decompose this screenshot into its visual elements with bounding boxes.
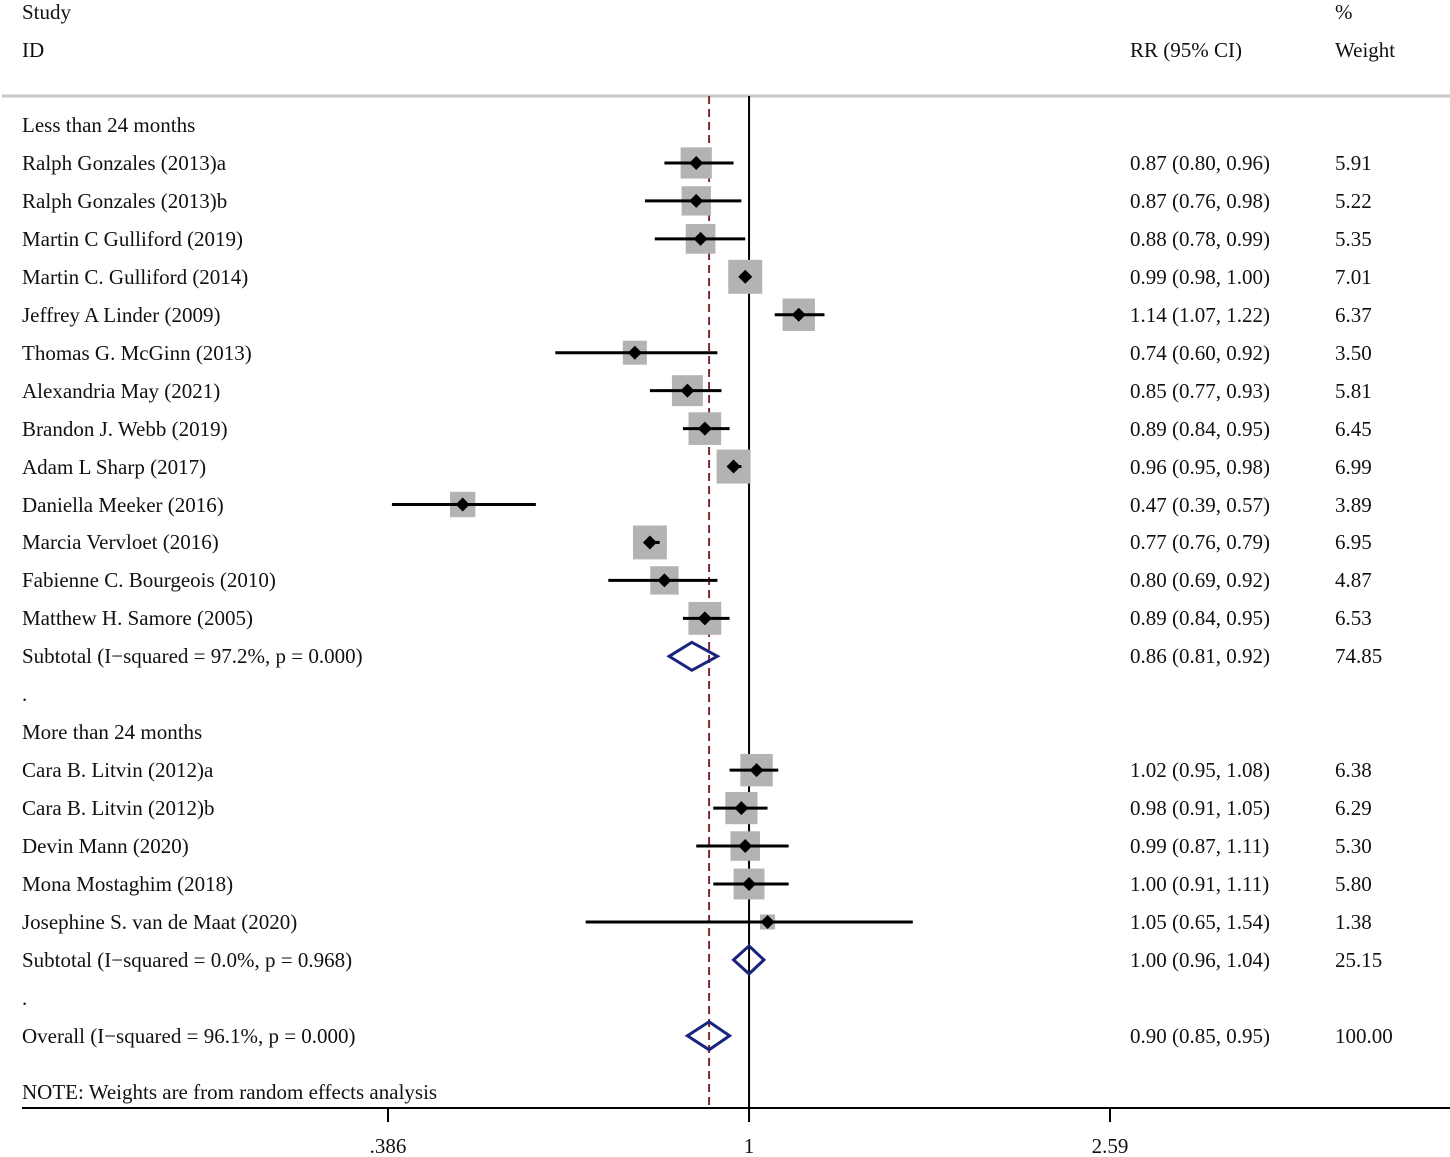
weight-value: 5.22	[1335, 188, 1372, 213]
weight-value: 3.89	[1335, 492, 1372, 517]
study-label: Daniella Meeker (2016)	[22, 492, 224, 517]
weight-value: 5.80	[1335, 872, 1372, 896]
rr-ci-value: 0.87 (0.76, 0.98)	[1130, 188, 1270, 213]
study-label: Martin C. Gulliford (2014)	[22, 264, 249, 289]
weight-value: 6.38	[1335, 758, 1372, 783]
rr-ci-value: 1.02 (0.95, 1.08)	[1130, 758, 1270, 783]
study-label: Devin Mann (2020)	[22, 834, 189, 859]
rr-ci-value: 1.00 (0.96, 1.04)	[1130, 947, 1270, 972]
rr-ci-value: 0.90 (0.85, 0.95)	[1130, 1023, 1270, 1048]
rr-ci-value: 1.14 (1.07, 1.22)	[1130, 302, 1270, 327]
point-estimate	[680, 383, 695, 398]
weight-value: 6.45	[1335, 416, 1372, 441]
subtotal-label: Subtotal (I−squared = 0.0%, p = 0.968)	[22, 947, 353, 972]
weight-value: 6.29	[1335, 796, 1372, 821]
x-tick-label-1: 1	[744, 1134, 755, 1157]
weight-value: 1.38	[1335, 909, 1372, 934]
point-estimate	[657, 573, 672, 588]
point-estimate	[738, 839, 753, 854]
point-estimate	[734, 801, 749, 816]
study-label: Mona Mostaghim (2018)	[22, 872, 234, 896]
point-estimate	[689, 155, 704, 170]
group-label: More than 24 months	[22, 720, 203, 745]
spacer-dot: .	[22, 985, 28, 1010]
weight-value: 25.15	[1335, 947, 1383, 972]
point-estimate	[689, 193, 704, 208]
weight-value: 5.30	[1335, 834, 1372, 859]
weight-value: 3.50	[1335, 340, 1372, 365]
point-estimate	[455, 497, 470, 512]
point-estimate	[760, 914, 775, 929]
rr-ci-value: 0.85 (0.77, 0.93)	[1130, 378, 1270, 403]
rr-ci-value: 0.88 (0.78, 0.99)	[1130, 226, 1270, 251]
weight-value: 74.85	[1335, 644, 1383, 669]
rr-ci-value: 0.89 (0.84, 0.95)	[1130, 606, 1270, 631]
rr-ci-value: 0.89 (0.84, 0.95)	[1130, 416, 1270, 441]
header-percent: %	[1335, 0, 1353, 24]
header-rr-ci: RR (95% CI)	[1130, 38, 1242, 62]
weight-value: 6.99	[1335, 454, 1372, 479]
study-label: Matthew H. Samore (2005)	[22, 606, 253, 631]
study-label: Marcia Vervloet (2016)	[22, 530, 219, 555]
rr-ci-value: 0.86 (0.81, 0.92)	[1130, 644, 1270, 669]
weight-value: 5.91	[1335, 150, 1372, 175]
note-text: NOTE: Weights are from random effects an…	[22, 1080, 438, 1104]
point-estimate	[642, 535, 657, 550]
rr-ci-value: 0.77 (0.76, 0.79)	[1130, 530, 1270, 555]
rr-ci-value: 0.99 (0.98, 1.00)	[1130, 264, 1270, 289]
weight-value: 5.35	[1335, 226, 1372, 251]
rr-ci-value: 0.87 (0.80, 0.96)	[1130, 150, 1270, 175]
point-estimate	[791, 307, 806, 322]
point-estimate	[749, 763, 764, 778]
rr-ci-value: 1.00 (0.91, 1.11)	[1130, 872, 1270, 896]
rr-ci-value: 0.74 (0.60, 0.92)	[1130, 340, 1270, 365]
point-estimate	[693, 231, 708, 246]
weight-value: 4.87	[1335, 568, 1372, 593]
rr-ci-value: 0.80 (0.69, 0.92)	[1130, 568, 1270, 593]
study-label: Alexandria May (2021)	[22, 378, 221, 403]
weight-value: 5.81	[1335, 378, 1372, 403]
rr-ci-value: 0.96 (0.95, 0.98)	[1130, 454, 1270, 479]
point-estimate	[726, 459, 741, 474]
point-estimate	[697, 611, 712, 626]
x-tick-label-0: .386	[370, 1134, 407, 1157]
weight-value: 6.53	[1335, 606, 1372, 631]
header-weight: Weight	[1335, 38, 1396, 62]
study-label: Josephine S. van de Maat (2020)	[22, 909, 298, 934]
study-label: Martin C Gulliford (2019)	[22, 226, 244, 251]
header-study: Study	[22, 0, 72, 24]
weight-value: 6.95	[1335, 530, 1372, 555]
study-label: Ralph Gonzales (2013)a	[22, 150, 227, 175]
x-tick-label-2: 2.59	[1092, 1134, 1129, 1157]
study-label: Jeffrey A Linder (2009)	[22, 302, 221, 327]
weight-value: 6.37	[1335, 302, 1372, 327]
header-id: ID	[22, 38, 45, 62]
weight-value: 7.01	[1335, 264, 1372, 289]
subtotal-diamond	[731, 943, 767, 976]
spacer-dot: .	[22, 682, 28, 707]
overall-diamond	[684, 1019, 733, 1052]
rr-ci-value: 1.05 (0.65, 1.54)	[1130, 909, 1270, 934]
study-label: Cara B. Litvin (2012)a	[22, 758, 214, 783]
point-estimate	[697, 421, 712, 436]
point-estimate	[627, 345, 642, 360]
rr-ci-value: 0.99 (0.87, 1.11)	[1130, 834, 1270, 859]
study-label: Fabienne C. Bourgeois (2010)	[22, 568, 276, 593]
study-label: Ralph Gonzales (2013)b	[22, 188, 228, 213]
rr-ci-value: 0.98 (0.91, 1.05)	[1130, 796, 1270, 821]
subtotal-label: Subtotal (I−squared = 97.2%, p = 0.000)	[22, 644, 363, 669]
overall-label: Overall (I−squared = 96.1%, p = 0.000)	[22, 1023, 356, 1048]
point-estimate	[738, 269, 753, 284]
study-label: Brandon J. Webb (2019)	[22, 416, 228, 441]
subtotal-diamond	[666, 640, 721, 673]
study-label: Adam L Sharp (2017)	[22, 454, 207, 479]
study-label: Thomas G. McGinn (2013)	[22, 340, 252, 365]
point-estimate	[742, 877, 757, 891]
weight-value: 100.00	[1335, 1023, 1393, 1048]
rr-ci-value: 0.47 (0.39, 0.57)	[1130, 492, 1270, 517]
study-label: Cara B. Litvin (2012)b	[22, 796, 215, 821]
group-label: Less than 24 months	[22, 113, 196, 137]
